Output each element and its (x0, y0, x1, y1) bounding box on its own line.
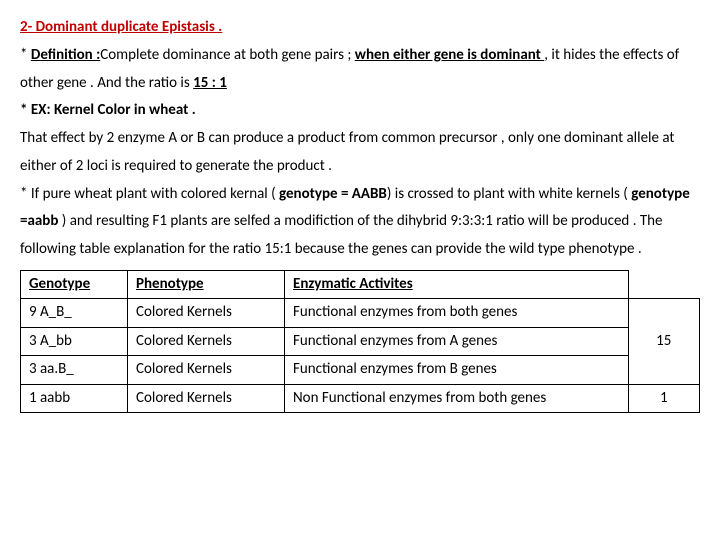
col-enzymatic: Enzymatic Activites (285, 270, 629, 299)
cell-phenotype: Colored Kernels (128, 327, 285, 356)
table-row: 3 A_bb Colored Kernels Functional enzyme… (21, 327, 700, 356)
cell-genotype: 9 A_B_ (21, 299, 128, 328)
genotype-table: Genotype Phenotype Enzymatic Activites 9… (20, 270, 700, 414)
ratio-value-bot: 1 (628, 384, 700, 413)
col-genotype: Genotype (21, 270, 128, 299)
section-heading: 2- Dominant duplicate Epistasis . (20, 14, 700, 42)
cell-enzymatic: Functional enzymes from A genes (285, 327, 629, 356)
cell-phenotype: Colored Kernels (128, 384, 285, 413)
genotype-label: genotype = AABB (279, 185, 387, 203)
definition-label: Definition : (31, 46, 100, 64)
cell-genotype: 3 A_bb (21, 327, 128, 356)
cell-enzymatic: Functional enzymes from both genes (285, 299, 629, 328)
text: ) is crossed to plant with white kernels… (387, 185, 631, 203)
table-header-row: Genotype Phenotype Enzymatic Activites (21, 270, 700, 299)
ratio-value-top: 15 (628, 299, 700, 385)
cell-phenotype: Colored Kernels (128, 356, 285, 385)
definition-paragraph: * Definition :Complete dominance at both… (20, 42, 700, 98)
col-phenotype: Phenotype (128, 270, 285, 299)
text: * If pure wheat plant with colored kerna… (20, 185, 279, 203)
cell-genotype: 1 aabb (21, 384, 128, 413)
ratio-text: 15 : 1 (193, 74, 227, 92)
cell-enzymatic: Non Functional enzymes from both genes (285, 384, 629, 413)
table-row: 3 aa.B_ Colored Kernels Functional enzym… (21, 356, 700, 385)
cell-phenotype: Colored Kernels (128, 299, 285, 328)
cell-genotype: 3 aa.B_ (21, 356, 128, 385)
explanation-paragraph: That effect by 2 enzyme A or B can produ… (20, 125, 700, 181)
col-ratio (628, 270, 700, 299)
emphasis-text: when either gene is dominant (355, 46, 545, 64)
cell-enzymatic: Functional enzymes from B genes (285, 356, 629, 385)
text: ) and resulting F1 plants are selfed a m… (20, 212, 663, 258)
table-row: 9 A_B_ Colored Kernels Functional enzyme… (21, 299, 700, 328)
table-row: 1 aabb Colored Kernels Non Functional en… (21, 384, 700, 413)
example-heading: * EX: Kernel Color in wheat . (20, 97, 700, 125)
text: * (20, 46, 31, 64)
cross-paragraph: * If pure wheat plant with colored kerna… (20, 181, 700, 264)
text: Complete dominance at both gene pairs ; (100, 46, 355, 64)
